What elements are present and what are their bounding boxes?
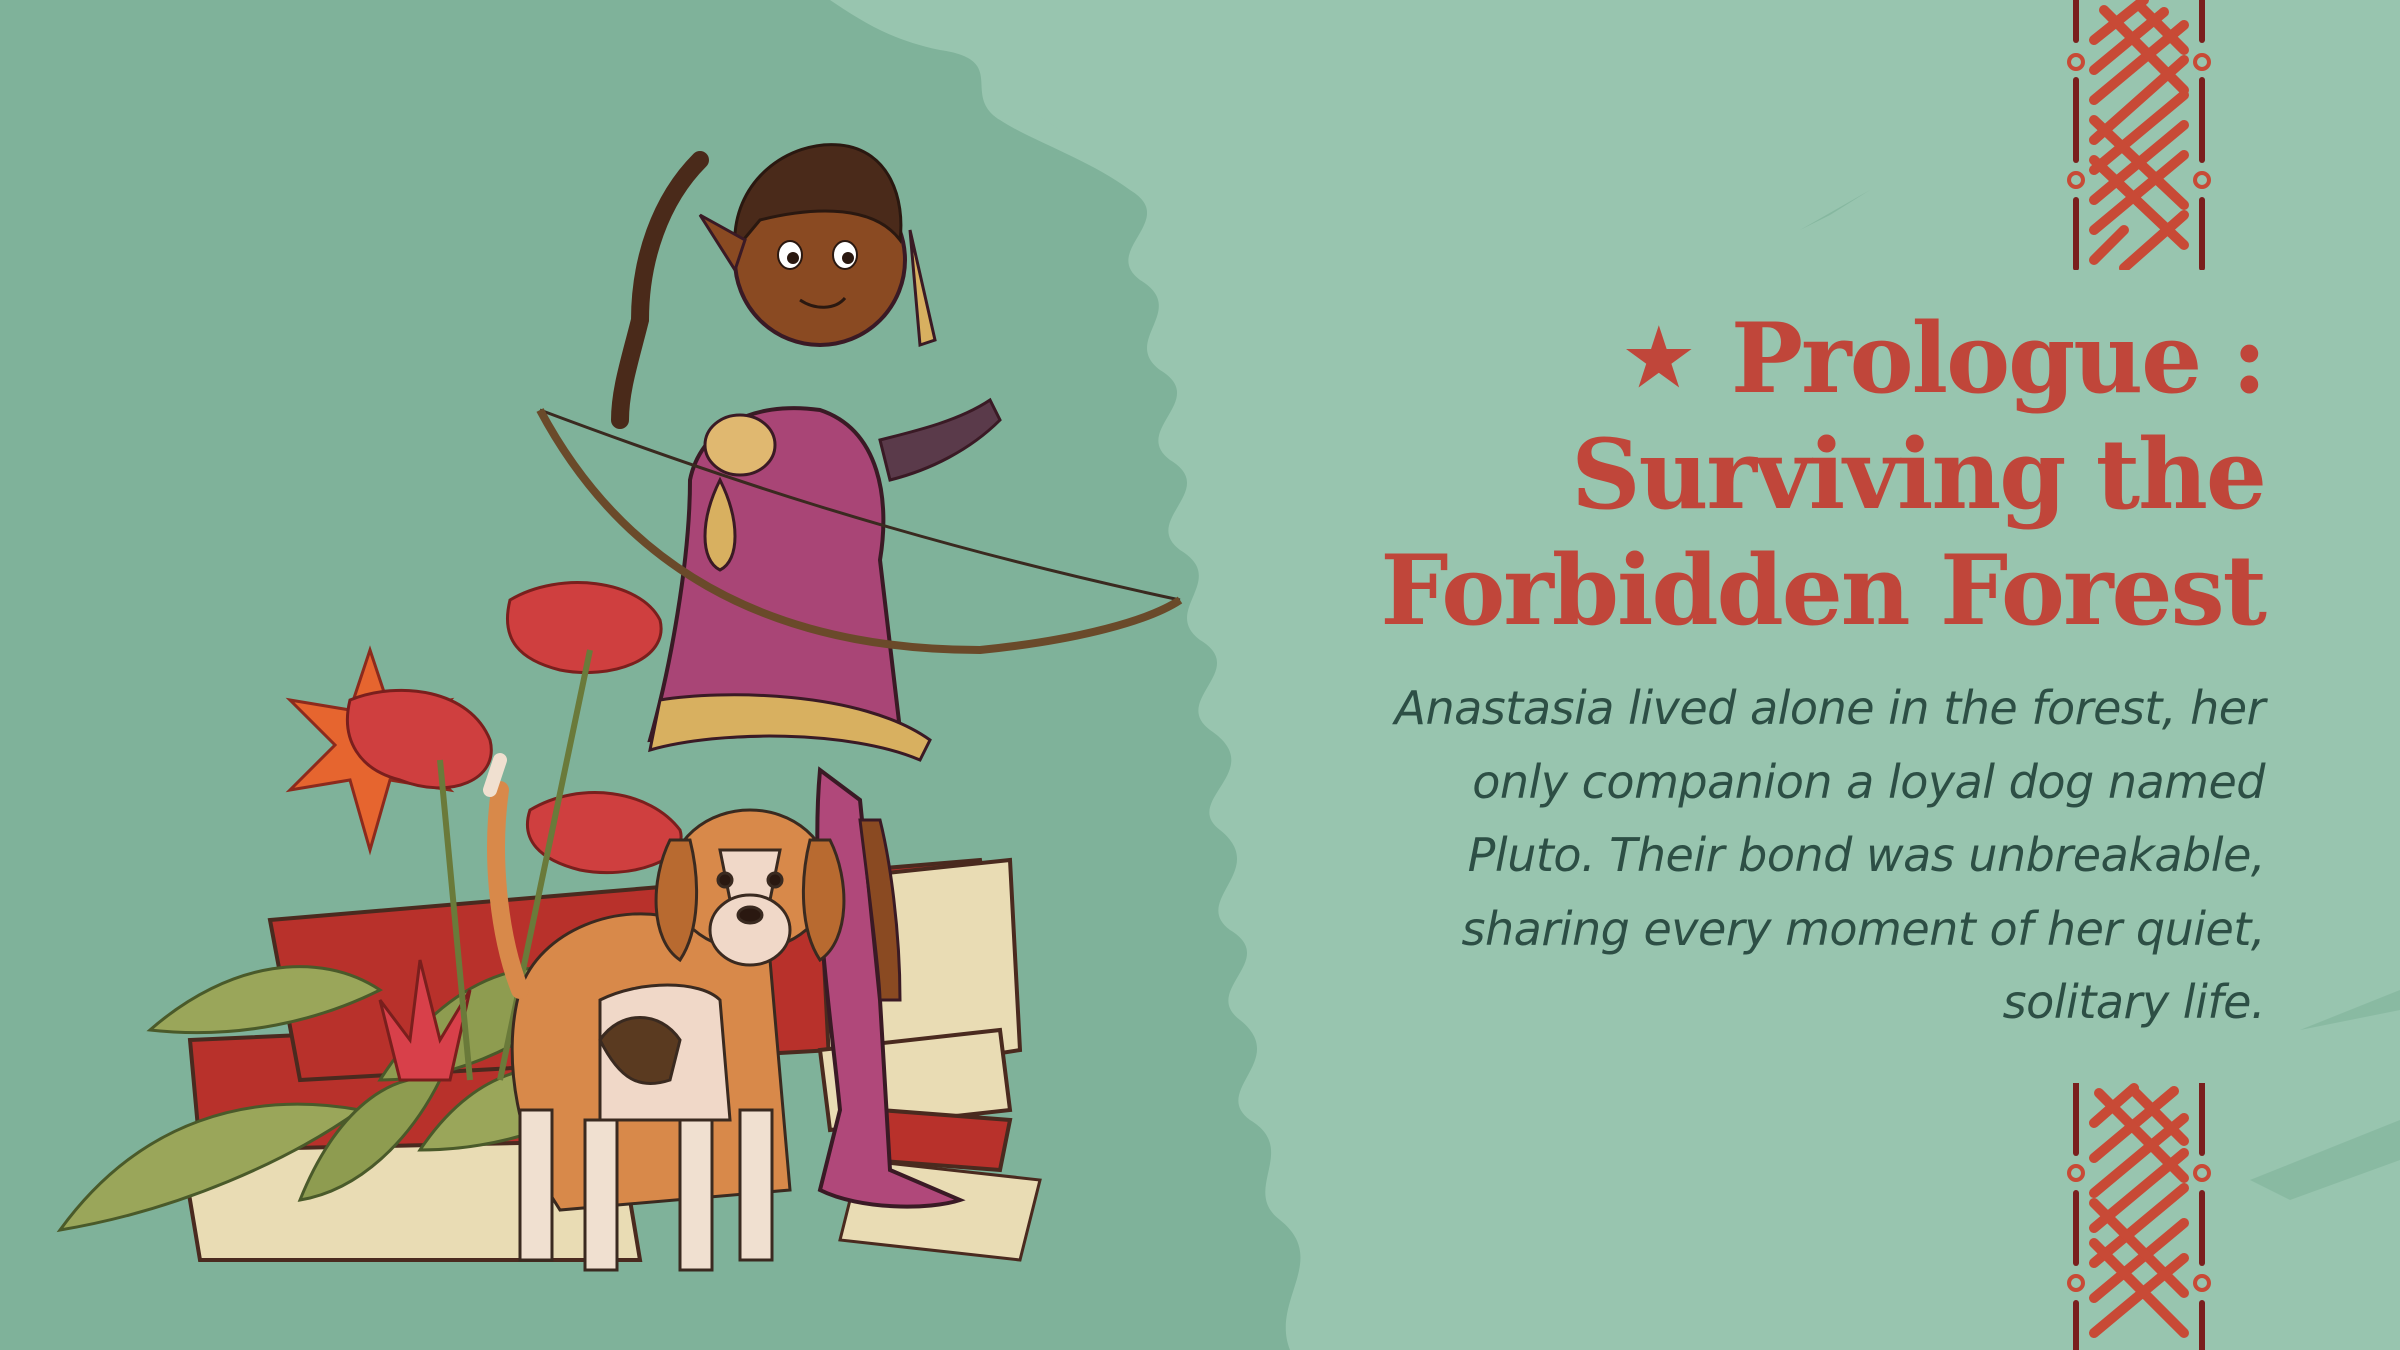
anthurium-flowers <box>345 581 683 1081</box>
story-paragraph: Anastasia lived alone in the forest, her… <box>1255 672 2266 1040</box>
tribal-pattern-border-top <box>2067 0 2211 270</box>
paragraph-line: sharing every moment of her quiet, <box>1461 901 2266 956</box>
star-icon: ★ <box>1624 313 1693 402</box>
paragraph-line: solitary life. <box>2002 975 2266 1029</box>
elf-archer-with-beagle-illustration <box>56 143 1183 1272</box>
paragraph-line: only companion a loyal dog named <box>1472 754 2265 809</box>
paragraph-line: Pluto. Their bond was unbreakable, <box>1467 828 2266 882</box>
slide-title: ★ Prologue : Surviving the Forbidden Fore… <box>1265 300 2267 649</box>
title-line-1: ★ Prologue : <box>1624 302 2267 415</box>
title-line-3: Forbidden Forest <box>1380 534 2267 647</box>
red-bromeliad <box>378 959 472 1082</box>
title-line-2: Surviving the <box>1571 418 2267 531</box>
beagle-dog <box>483 753 846 1272</box>
tribal-pattern-border-bottom <box>2067 1083 2211 1350</box>
elf-archer <box>536 143 1183 1209</box>
paragraph-line: Anastasia lived alone in the forest, her <box>1394 681 2266 735</box>
